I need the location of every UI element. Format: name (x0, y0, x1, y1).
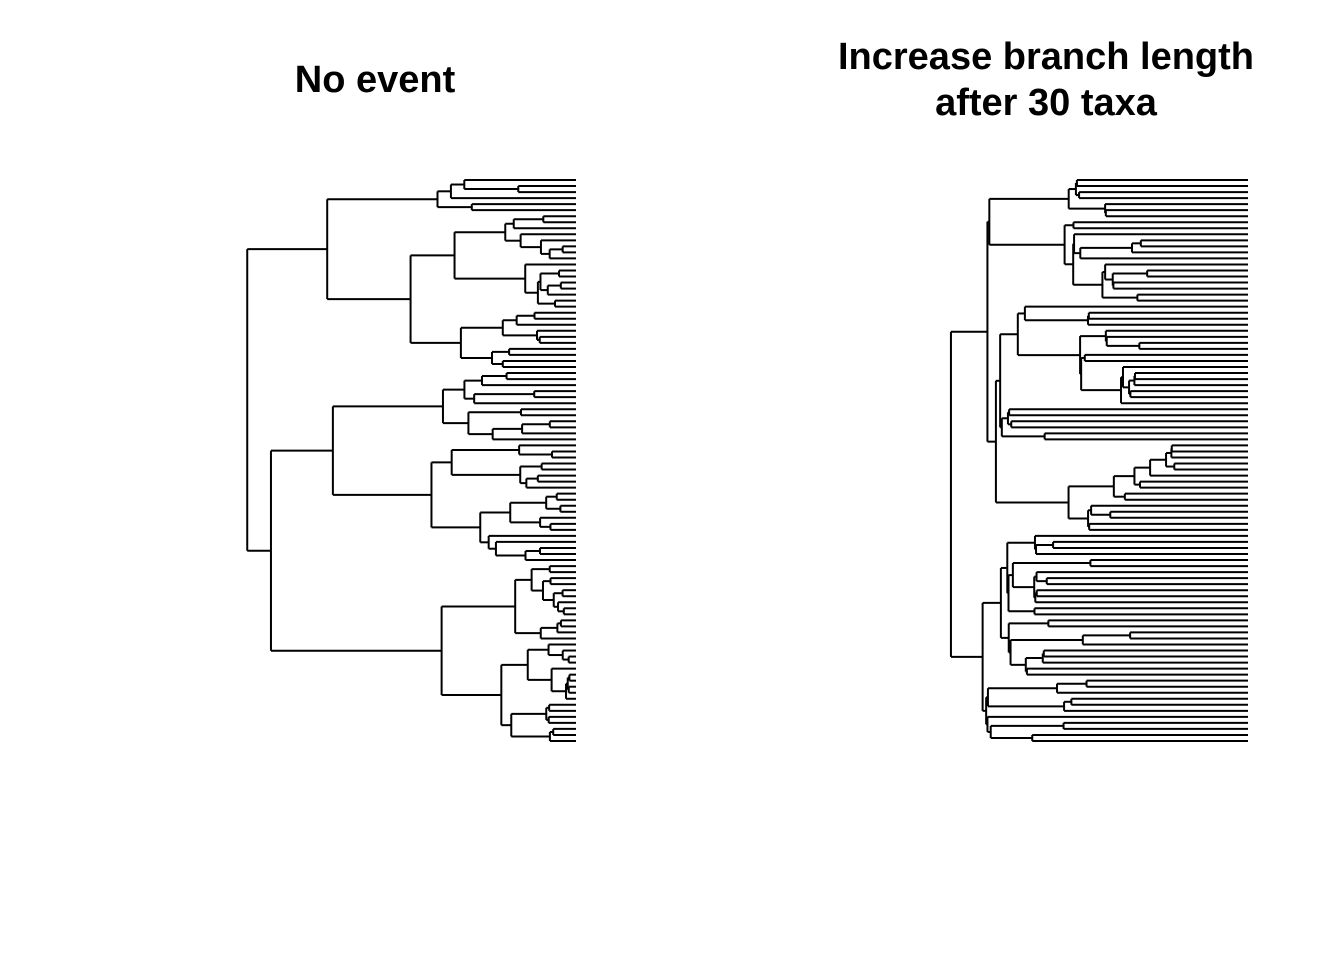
title-line-1: Increase branch length (837, 36, 1254, 78)
title-line-2: after 30 taxa (935, 82, 1157, 124)
panel-title-increase-branch-length: Increase branch length after 30 taxa (826, 34, 1266, 126)
title-line: No event (294, 59, 456, 101)
panel-title-no-event: No event (174, 57, 576, 103)
